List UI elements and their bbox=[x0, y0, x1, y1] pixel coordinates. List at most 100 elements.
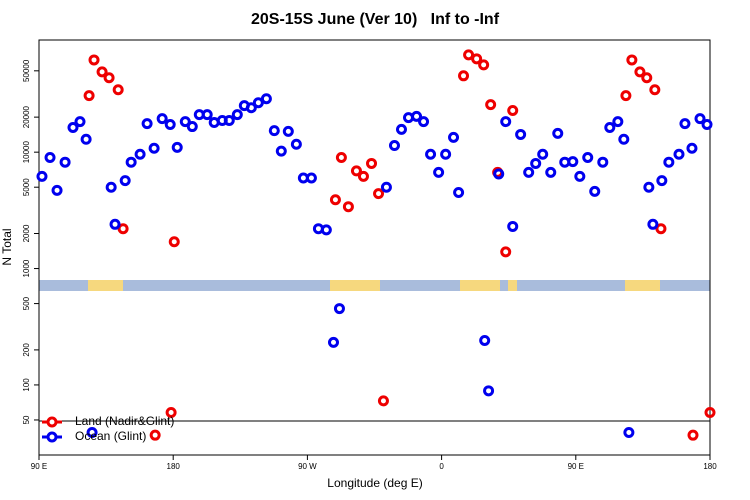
point bbox=[186, 121, 198, 133]
y-tick-label: 500 bbox=[22, 296, 31, 310]
series bbox=[83, 49, 716, 441]
surface-strip bbox=[39, 280, 710, 291]
land-strip bbox=[88, 280, 123, 291]
point bbox=[168, 236, 180, 248]
legend-marker bbox=[46, 431, 58, 443]
y-tick-label: 20000 bbox=[22, 105, 31, 128]
point bbox=[83, 90, 95, 102]
point bbox=[679, 118, 691, 130]
point bbox=[500, 246, 512, 258]
y-tick-label: 50000 bbox=[22, 59, 31, 82]
point bbox=[350, 165, 362, 177]
point bbox=[530, 157, 542, 169]
point bbox=[290, 138, 302, 150]
point bbox=[88, 54, 100, 66]
point bbox=[357, 170, 369, 182]
point bbox=[620, 90, 632, 102]
point bbox=[125, 156, 137, 168]
land-strip bbox=[330, 280, 380, 291]
point bbox=[373, 188, 385, 200]
point bbox=[458, 70, 470, 82]
point bbox=[109, 218, 121, 230]
point bbox=[656, 175, 668, 187]
legend-label: Land (Nadir&Glint) bbox=[75, 414, 174, 428]
point bbox=[44, 151, 56, 163]
point bbox=[171, 141, 183, 153]
x-tick-label: 90 W bbox=[298, 462, 317, 471]
point bbox=[673, 148, 685, 160]
point bbox=[380, 181, 392, 193]
point bbox=[80, 133, 92, 145]
point bbox=[433, 166, 445, 178]
point bbox=[641, 72, 653, 84]
point bbox=[231, 109, 243, 121]
point bbox=[463, 49, 475, 61]
point bbox=[112, 84, 124, 96]
land-strip bbox=[460, 280, 500, 291]
y-tick-label: 10000 bbox=[22, 140, 31, 163]
point bbox=[156, 113, 168, 125]
point bbox=[282, 125, 294, 137]
legend-marker bbox=[46, 416, 58, 428]
point bbox=[411, 110, 423, 122]
point bbox=[179, 116, 191, 128]
point bbox=[418, 116, 430, 128]
point bbox=[485, 99, 497, 111]
point bbox=[425, 148, 437, 160]
point bbox=[623, 427, 635, 439]
point bbox=[612, 116, 624, 128]
point bbox=[96, 66, 108, 78]
point bbox=[74, 116, 86, 128]
point bbox=[500, 116, 512, 128]
point bbox=[643, 181, 655, 193]
y-tick-label: 100 bbox=[22, 378, 31, 392]
point bbox=[245, 102, 257, 114]
point bbox=[574, 170, 586, 182]
point bbox=[471, 53, 483, 65]
point bbox=[686, 142, 698, 154]
point bbox=[67, 121, 79, 133]
x-axis-label: Longitude (deg E) bbox=[327, 476, 422, 490]
point bbox=[268, 125, 280, 137]
point bbox=[305, 172, 317, 184]
y-tick-label: 1000 bbox=[22, 259, 31, 277]
x-tick-label: 0 bbox=[439, 462, 444, 471]
chart-title: 20S-15S June (Ver 10) Inf to -Inf bbox=[251, 11, 500, 28]
point bbox=[453, 187, 465, 199]
point bbox=[117, 223, 129, 235]
point bbox=[366, 157, 378, 169]
point bbox=[663, 156, 675, 168]
point bbox=[701, 118, 713, 130]
point bbox=[103, 72, 115, 84]
point bbox=[260, 93, 272, 105]
point bbox=[377, 395, 389, 407]
land-strip bbox=[625, 280, 660, 291]
point bbox=[119, 175, 131, 187]
point bbox=[148, 142, 160, 154]
y-tick-label: 2000 bbox=[22, 224, 31, 242]
point bbox=[141, 118, 153, 130]
point bbox=[545, 166, 557, 178]
point bbox=[589, 185, 601, 197]
point bbox=[704, 406, 716, 418]
point bbox=[223, 115, 235, 127]
point bbox=[523, 166, 535, 178]
point bbox=[478, 59, 490, 71]
point bbox=[105, 181, 117, 193]
point bbox=[618, 133, 630, 145]
point bbox=[483, 385, 495, 397]
point bbox=[86, 427, 98, 439]
point bbox=[567, 156, 579, 168]
point bbox=[440, 148, 452, 160]
point bbox=[694, 113, 706, 125]
point bbox=[51, 184, 63, 196]
point bbox=[647, 218, 659, 230]
point bbox=[507, 105, 519, 117]
point bbox=[327, 336, 339, 348]
point bbox=[552, 127, 564, 139]
point bbox=[59, 156, 71, 168]
y-tick-label: 200 bbox=[22, 343, 31, 357]
point bbox=[597, 156, 609, 168]
point bbox=[634, 66, 646, 78]
